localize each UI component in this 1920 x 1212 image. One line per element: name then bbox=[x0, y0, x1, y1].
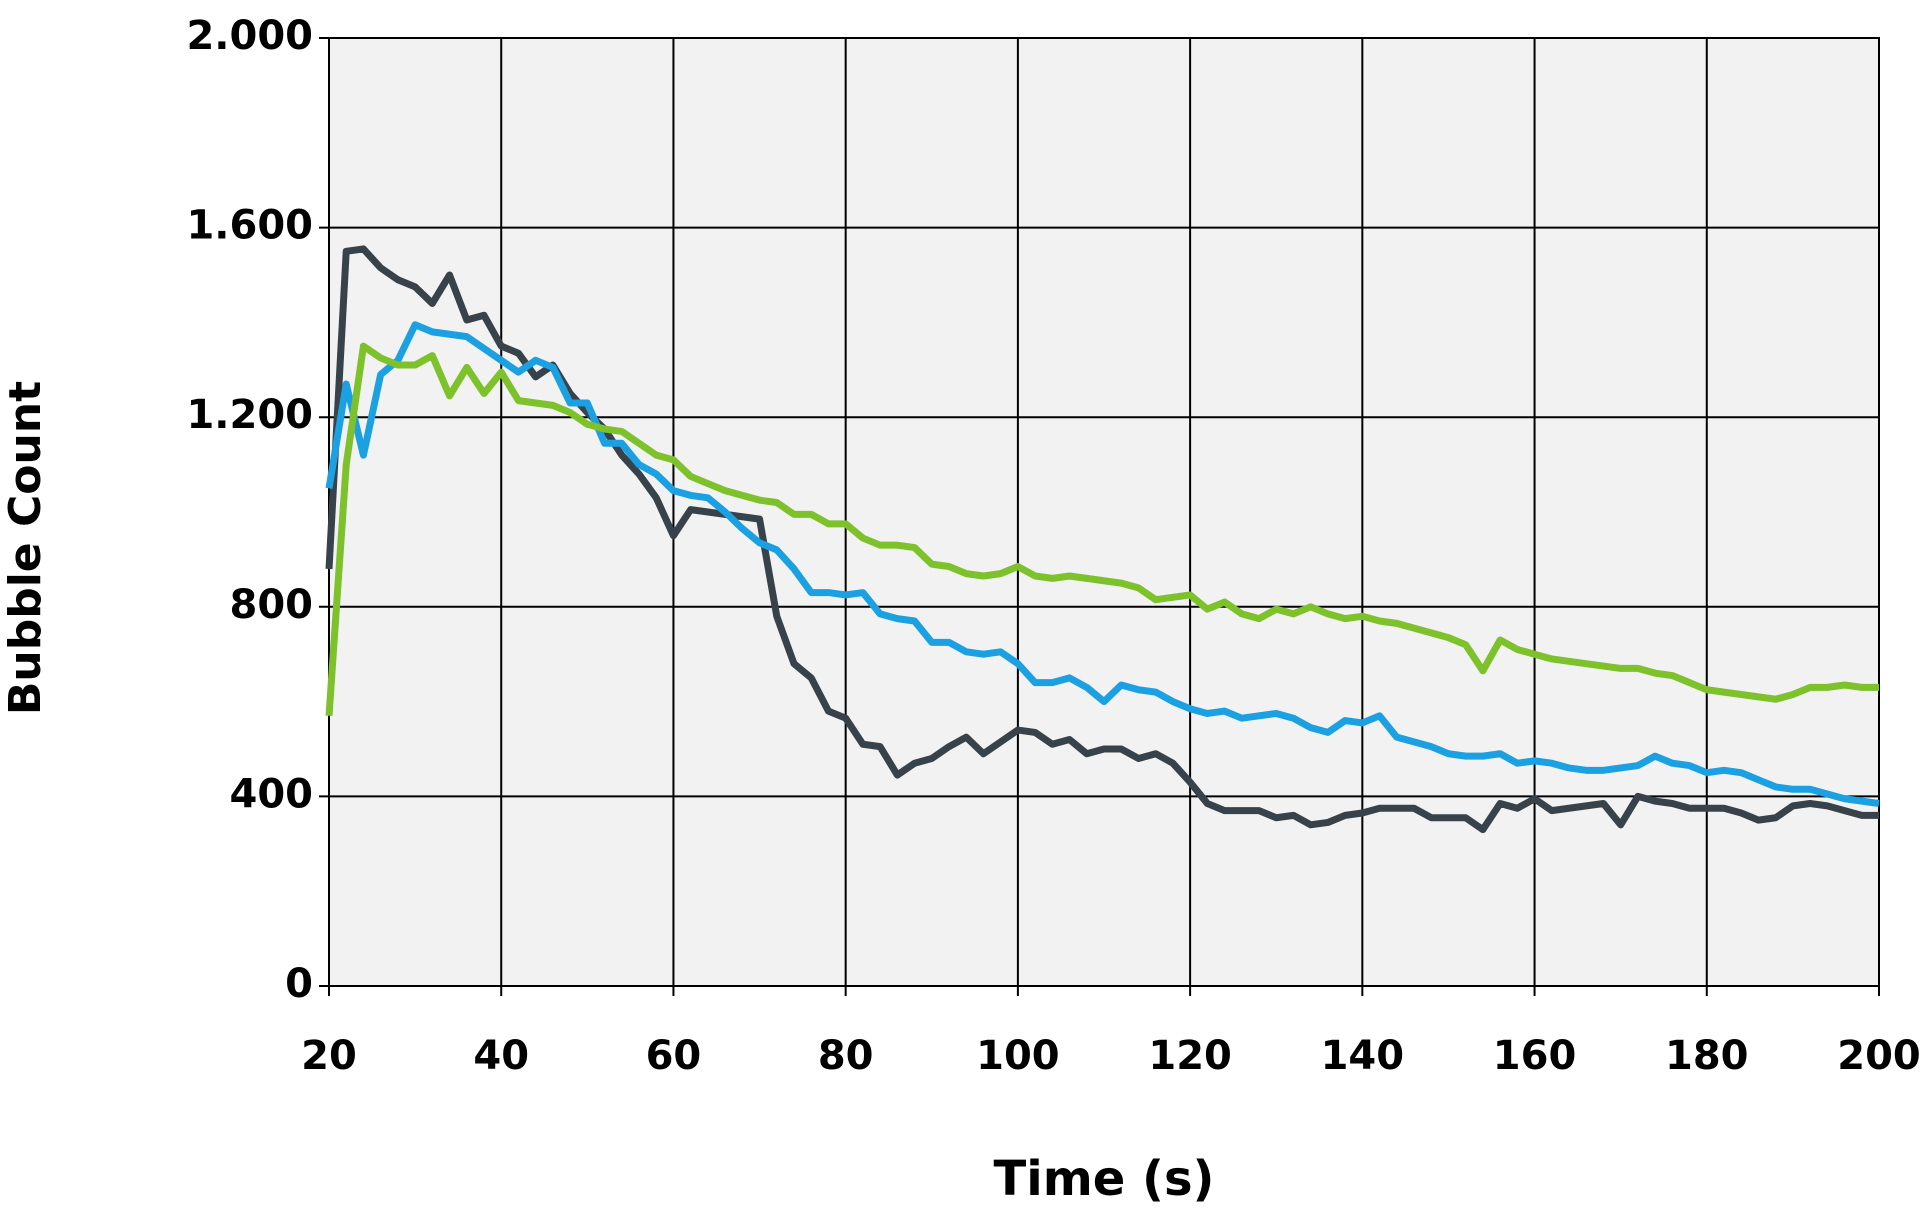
x-tick-label: 120 bbox=[1148, 1033, 1232, 1079]
y-tick-label: 1.600 bbox=[186, 203, 313, 249]
x-tick-label: 160 bbox=[1493, 1033, 1577, 1079]
data-line bbox=[325, 321, 1880, 807]
x-tick-label: 100 bbox=[976, 1033, 1060, 1079]
y-tick-label: 2.000 bbox=[186, 13, 313, 59]
y-axis-title: Bubble Count bbox=[0, 381, 51, 715]
data-line bbox=[325, 245, 1879, 834]
y-tick-label: 400 bbox=[230, 771, 314, 817]
x-axis-title: Time (s) bbox=[994, 1151, 1215, 1207]
x-tick-label: 180 bbox=[1665, 1033, 1749, 1079]
x-tick-label: 20 bbox=[301, 1033, 357, 1079]
y-tick-label: 0 bbox=[285, 961, 313, 1007]
x-tick-label: 60 bbox=[646, 1033, 702, 1079]
x-tick-label: 80 bbox=[818, 1033, 874, 1079]
y-tick-label: 800 bbox=[230, 582, 314, 628]
plot-area bbox=[329, 38, 1879, 986]
y-tick-label: 1.200 bbox=[186, 392, 313, 438]
data-line bbox=[325, 342, 1879, 717]
x-tick-label: 140 bbox=[1321, 1033, 1405, 1079]
x-tick-label: 40 bbox=[473, 1033, 529, 1079]
x-tick-label: 200 bbox=[1837, 1033, 1920, 1079]
